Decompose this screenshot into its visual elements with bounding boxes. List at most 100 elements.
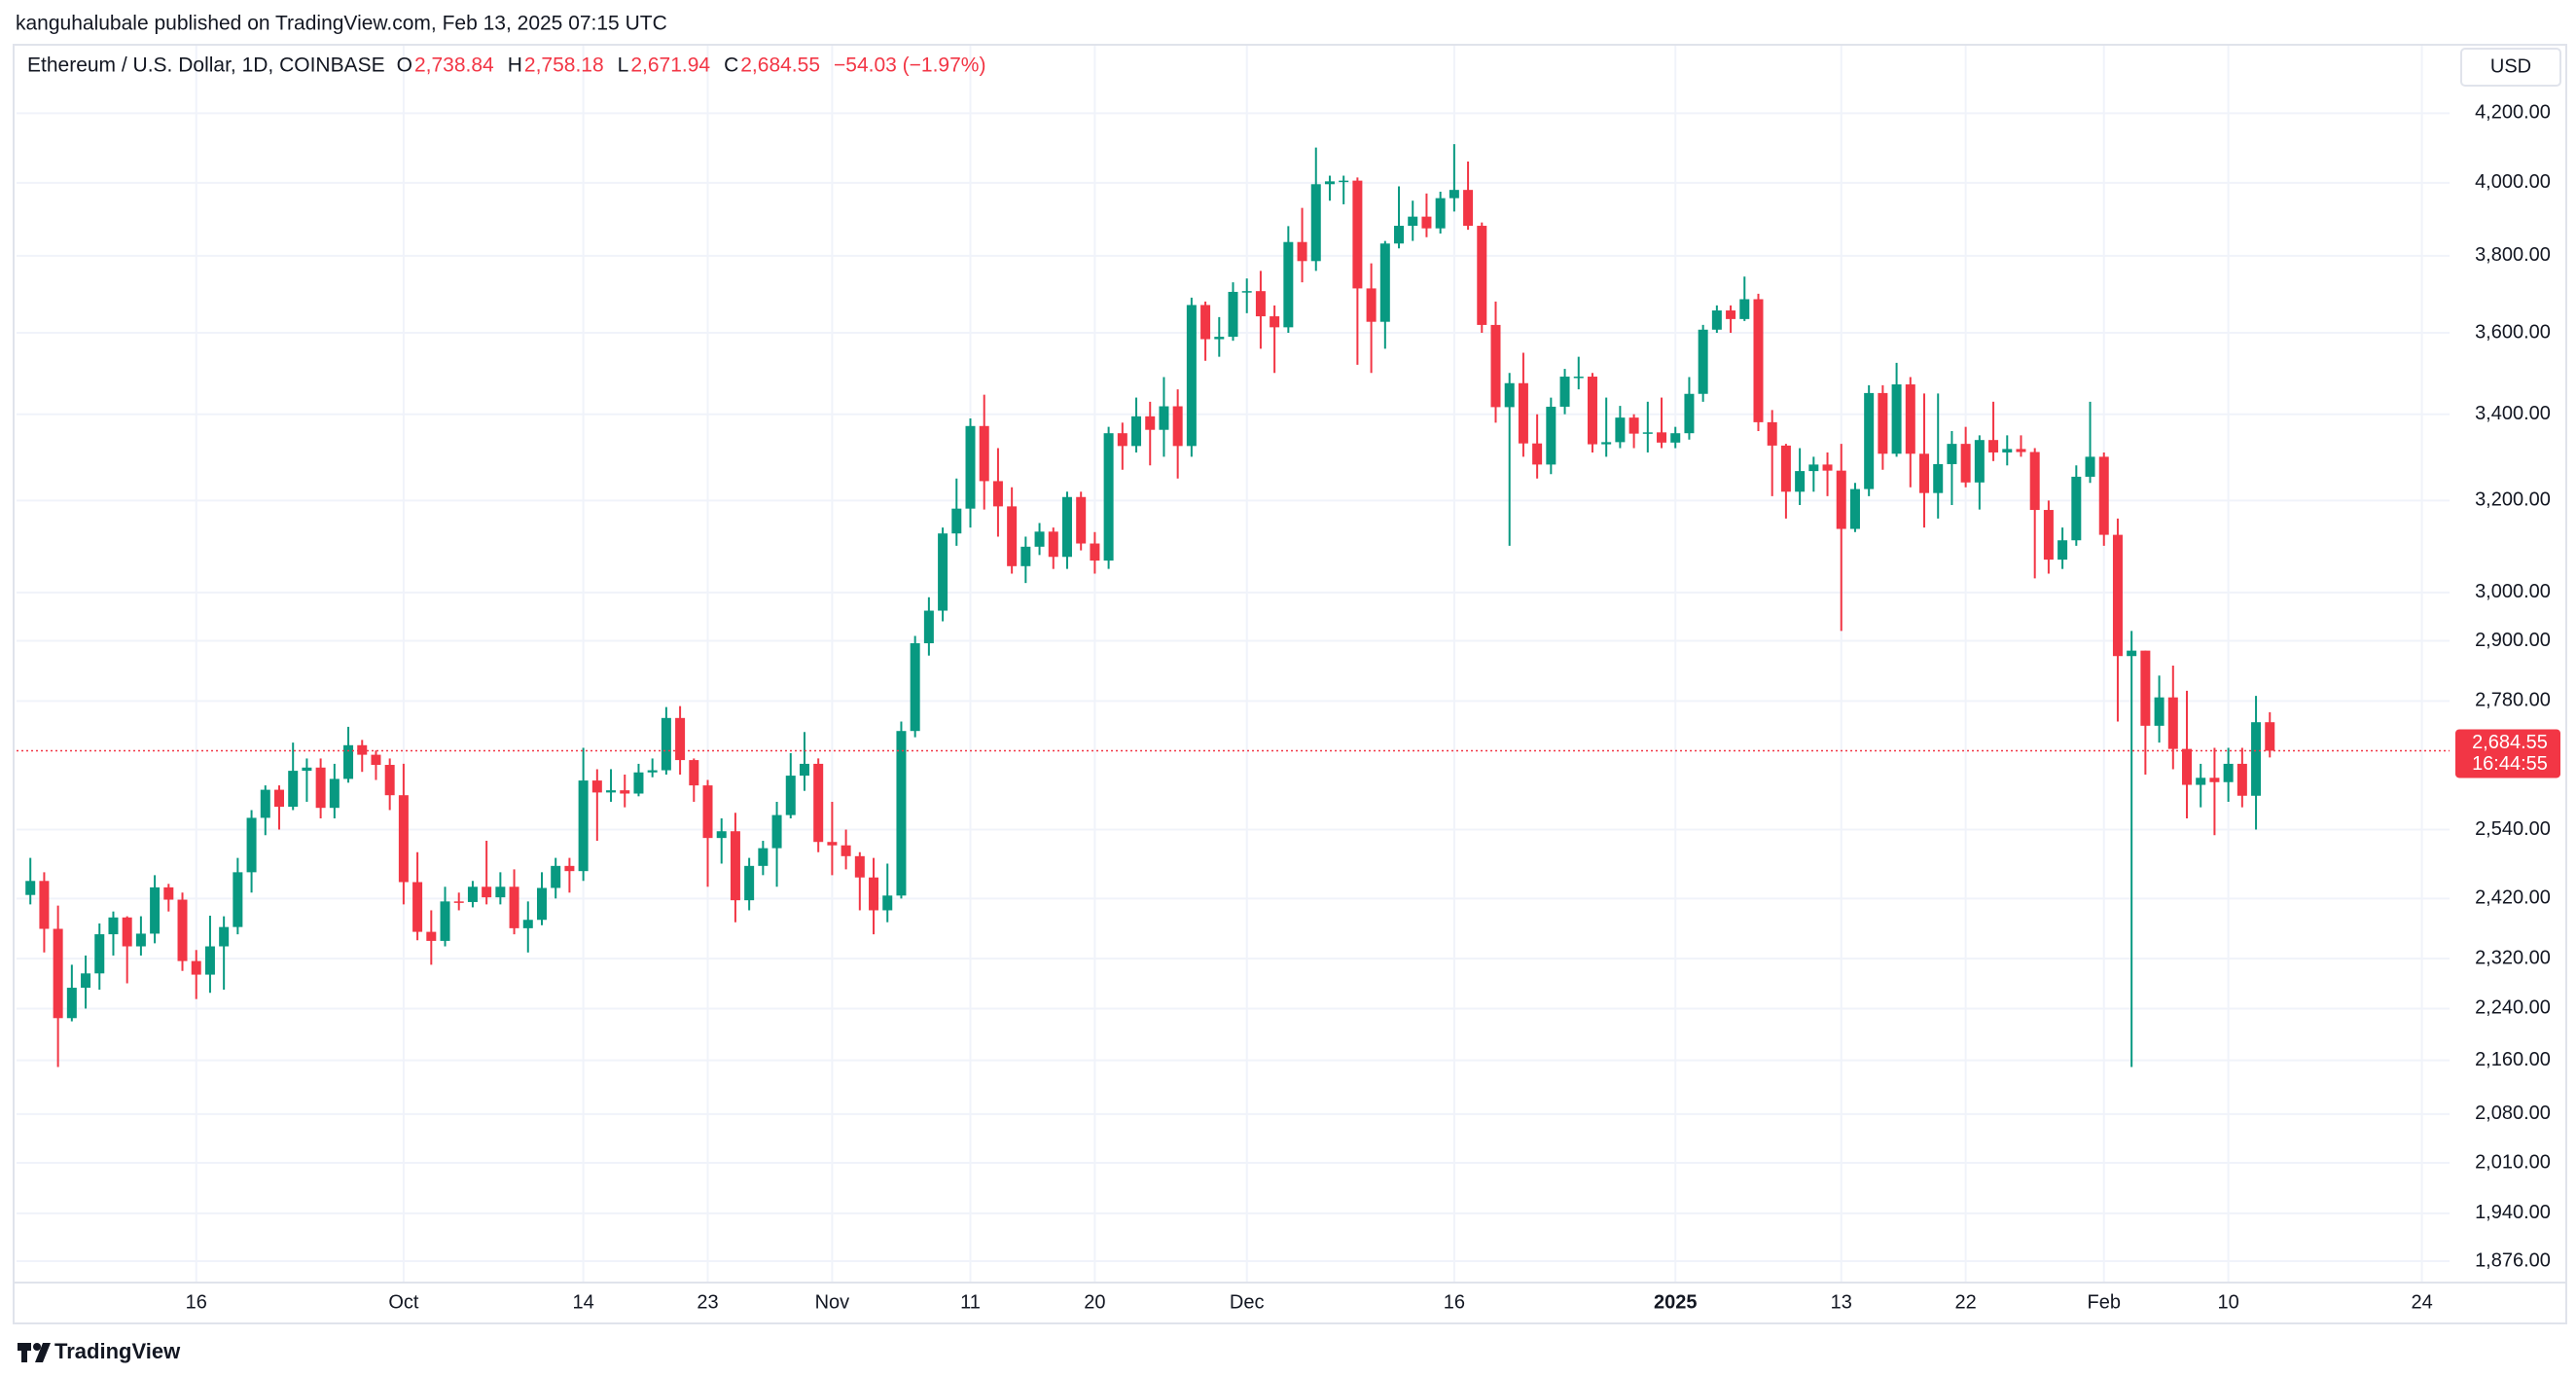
candle-body bbox=[2016, 449, 2026, 452]
candle-body bbox=[2251, 722, 2262, 796]
candle-body bbox=[1283, 241, 1294, 328]
candle-body bbox=[1739, 299, 1750, 319]
candle-body bbox=[219, 926, 230, 947]
candle-body bbox=[53, 928, 63, 1019]
ohlc-value: 2,684.55 bbox=[740, 54, 820, 77]
candle-body bbox=[357, 744, 368, 755]
candle-body bbox=[233, 872, 243, 927]
candle-body bbox=[882, 895, 893, 911]
candle-body bbox=[66, 988, 77, 1019]
candle-body bbox=[1726, 310, 1736, 319]
candle-body bbox=[482, 887, 492, 898]
candle-body bbox=[1228, 291, 1238, 338]
x-tick-label: Nov bbox=[815, 1291, 850, 1313]
candle-body bbox=[1034, 531, 1045, 547]
candle-body bbox=[1421, 216, 1432, 229]
candle-body bbox=[1532, 443, 1543, 465]
candle-body bbox=[827, 842, 838, 846]
candle-body bbox=[1463, 190, 1474, 227]
candle-body bbox=[979, 425, 989, 482]
candle-body bbox=[2209, 778, 2220, 782]
x-tick-label: Oct bbox=[388, 1291, 419, 1313]
y-tick-label: 3,800.00 bbox=[2475, 244, 2551, 266]
candle-body bbox=[1947, 444, 1957, 464]
candle-body bbox=[1076, 496, 1087, 544]
candle-body bbox=[1642, 432, 1653, 434]
candle-body bbox=[81, 973, 91, 989]
candle-body bbox=[1504, 382, 1515, 408]
candle-body bbox=[1780, 445, 1791, 492]
candle-body bbox=[1546, 406, 1556, 465]
candle-body bbox=[1352, 180, 1363, 289]
candle-body bbox=[578, 780, 589, 872]
y-tick-label: 2,160.00 bbox=[2475, 1049, 2551, 1070]
currency-label[interactable]: USD bbox=[2490, 55, 2531, 77]
y-tick-label: 4,200.00 bbox=[2475, 102, 2551, 124]
candle-body bbox=[1324, 181, 1335, 185]
candle-body bbox=[1131, 416, 1142, 447]
candle-body bbox=[246, 817, 257, 873]
candle-body bbox=[1988, 440, 1999, 452]
candle-body bbox=[1698, 329, 1708, 394]
candle-body bbox=[938, 533, 948, 611]
candle-body bbox=[785, 776, 796, 815]
candle-body bbox=[2196, 778, 2206, 785]
candle-body bbox=[992, 481, 1003, 507]
candle-body bbox=[744, 865, 755, 901]
chart-frame bbox=[13, 44, 2567, 1324]
candle-body bbox=[150, 887, 161, 934]
candle-body bbox=[302, 767, 312, 772]
candle-body bbox=[1408, 216, 1418, 227]
candle-body bbox=[661, 717, 671, 771]
candle-body bbox=[1020, 546, 1031, 566]
x-tick-label: 22 bbox=[1955, 1291, 1977, 1313]
candle-body bbox=[1587, 377, 1597, 445]
y-tick-label: 3,400.00 bbox=[2475, 403, 2551, 424]
y-tick-label: 3,600.00 bbox=[2475, 321, 2551, 343]
grid bbox=[17, 46, 2450, 1283]
candle-body bbox=[1864, 392, 1875, 489]
candle-body bbox=[1366, 288, 1377, 322]
candle-body bbox=[1684, 393, 1695, 434]
candle-body bbox=[1477, 226, 1487, 325]
candle-body bbox=[1061, 496, 1072, 558]
countdown-label: 16:44:55 bbox=[2472, 753, 2548, 775]
candle-body bbox=[371, 754, 381, 766]
candle-body bbox=[799, 763, 809, 777]
y-tick-label: 2,420.00 bbox=[2475, 887, 2551, 909]
candle-body bbox=[965, 425, 976, 509]
y-tick-label: 1,940.00 bbox=[2475, 1202, 2551, 1223]
y-tick-label: 4,000.00 bbox=[2475, 171, 2551, 193]
candle-body bbox=[1711, 310, 1722, 330]
candle-body bbox=[1891, 384, 1902, 454]
candle-body bbox=[564, 865, 575, 872]
brand-logo bbox=[18, 1343, 51, 1362]
y-tick-label: 2,320.00 bbox=[2475, 947, 2551, 968]
currency-box[interactable] bbox=[2460, 48, 2561, 87]
candles bbox=[17, 144, 2450, 1067]
candle-body bbox=[94, 934, 105, 974]
candle-body bbox=[620, 790, 630, 794]
candle-body bbox=[329, 778, 340, 809]
candle-body bbox=[1449, 190, 1459, 199]
candle-body bbox=[1310, 184, 1321, 262]
candle-body bbox=[522, 920, 533, 928]
x-tick-label: 16 bbox=[186, 1291, 207, 1313]
candle-body bbox=[204, 946, 215, 975]
candle-body bbox=[384, 765, 395, 796]
candle-body bbox=[647, 770, 658, 773]
candle-body bbox=[536, 887, 547, 921]
y-tick-label: 3,200.00 bbox=[2475, 489, 2551, 511]
candle-body bbox=[509, 887, 519, 928]
candle-body bbox=[1836, 470, 1846, 529]
candle-body bbox=[896, 731, 907, 896]
candle-body bbox=[108, 917, 119, 935]
x-tick-label: Dec bbox=[1230, 1291, 1265, 1313]
candle-body bbox=[758, 848, 769, 866]
last-price-box bbox=[2455, 729, 2560, 778]
candle-body bbox=[2223, 763, 2234, 782]
y-tick-label: 2,010.00 bbox=[2475, 1151, 2551, 1173]
candle-body bbox=[1849, 488, 1860, 529]
ohlc-key: O bbox=[397, 54, 412, 77]
candle-body bbox=[260, 789, 270, 818]
